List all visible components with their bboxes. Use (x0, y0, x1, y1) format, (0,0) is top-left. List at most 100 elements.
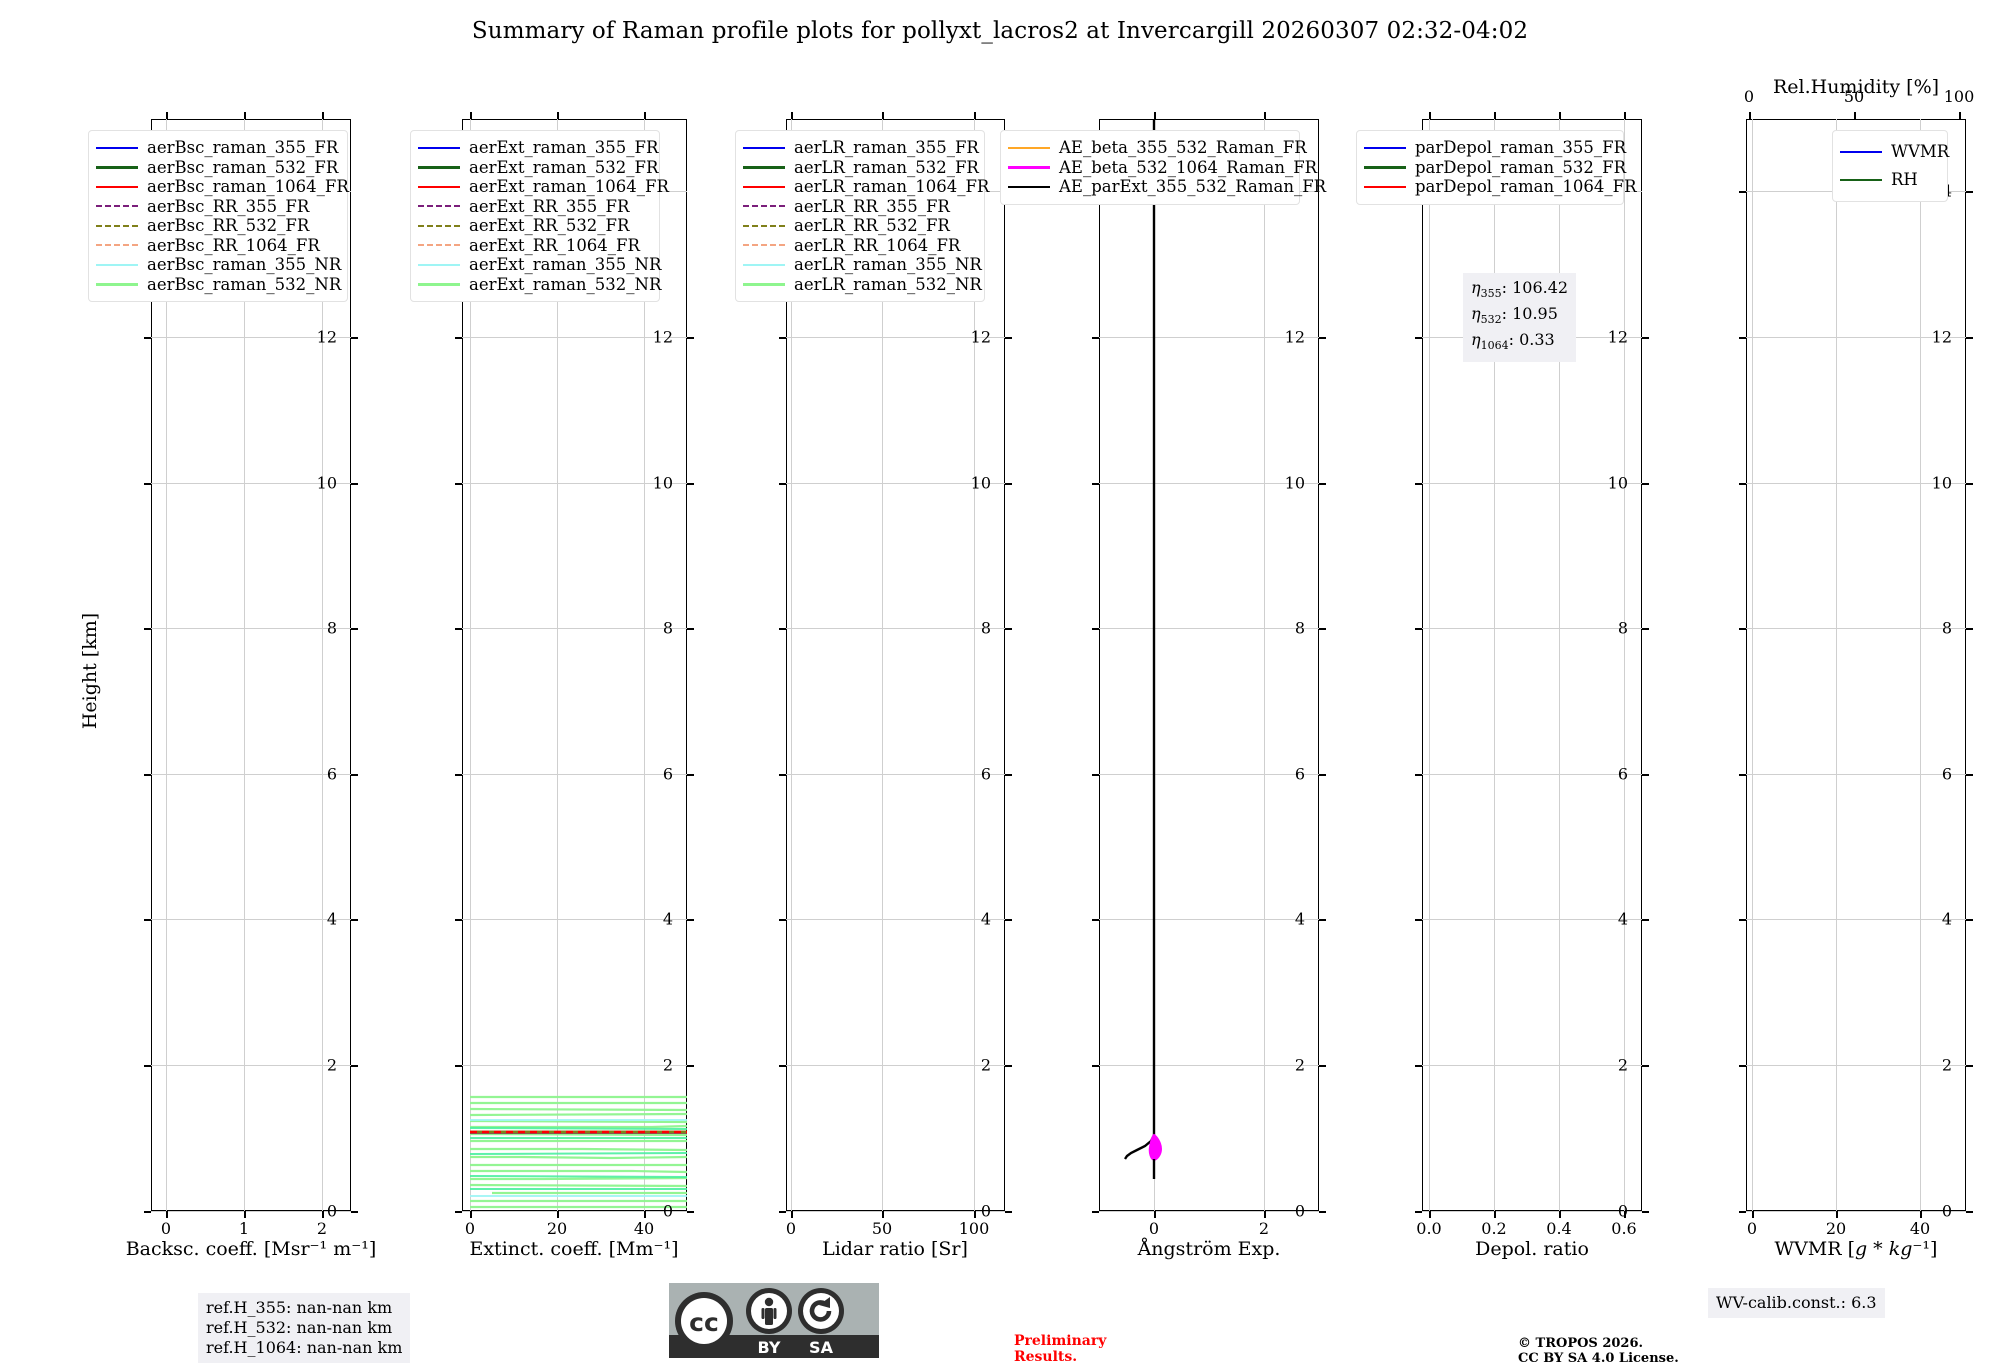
legend-backscatter[interactable]: aerBsc_raman_355_FR aerBsc_raman_532_FR … (88, 130, 349, 302)
legend-item[interactable]: aerLR_raman_532_NR (743, 275, 982, 295)
legend-item[interactable]: parDepol_raman_355_FR (1364, 138, 1626, 158)
x-tick-label: 20 (546, 1219, 568, 1238)
legend-item[interactable]: parDepol_raman_1064_FR (1364, 177, 1637, 197)
y-tick-label: 4 (1617, 909, 1628, 929)
axes-frame (1746, 119, 1966, 1211)
legend-item[interactable]: aerLR_RR_532_FR (743, 216, 975, 236)
legend-item[interactable]: WVMR (1840, 138, 1949, 166)
x-axis-label-angstrom: Ångström Exp. (1137, 1238, 1281, 1260)
y-tick-label: 4 (326, 909, 337, 929)
legend-item[interactable]: aerExt_RR_355_FR (418, 197, 650, 217)
legend-item[interactable]: aerBsc_raman_355_NR (96, 255, 341, 275)
y-tick (455, 337, 462, 339)
gridline (1746, 1211, 1966, 1212)
y-tick (455, 919, 462, 921)
legend-item[interactable]: aerBsc_raman_532_FR (96, 158, 338, 178)
x-tick (1559, 1211, 1561, 1218)
gridline (1422, 774, 1642, 775)
legend-item[interactable]: aerExt_RR_532_FR (418, 216, 650, 236)
legend-lidar-ratio[interactable]: aerLR_raman_355_FR aerLR_raman_532_FR ae… (735, 130, 989, 302)
y-tick (144, 1211, 151, 1213)
legend-item[interactable]: AE_parExt_355_532_Raman_FR (1008, 177, 1326, 197)
x-tick-top (470, 112, 472, 119)
legend-item[interactable]: aerBsc_RR_1064_FR (96, 236, 338, 256)
y-tick (1415, 628, 1422, 630)
legend-item[interactable]: aerLR_RR_1064_FR (743, 236, 975, 256)
gridline (1494, 119, 1495, 1211)
x-tick-label: 0 (464, 1219, 476, 1238)
eta-1064-row: η1064: 0.33 (1471, 330, 1555, 353)
y-tick (455, 628, 462, 630)
gridline (462, 1211, 687, 1212)
y-tick-label: 0 (1617, 1201, 1628, 1221)
legend-label: aerExt_raman_1064_FR (469, 177, 669, 196)
legend-wvmr[interactable]: WVMR RH (1832, 130, 1949, 202)
gridline (1746, 628, 1966, 629)
y-tick (1739, 1065, 1746, 1067)
legend-depolarization-ratio[interactable]: parDepol_raman_355_FR parDepol_raman_532… (1356, 130, 1637, 205)
legend-item[interactable]: aerLR_raman_355_NR (743, 255, 982, 275)
y-tick-right (1966, 483, 1973, 485)
y-tick (1739, 1211, 1746, 1213)
legend-angstrom-exponent[interactable]: AE_beta_355_532_Raman_FR AE_beta_532_106… (1000, 130, 1326, 205)
y-tick-label: 8 (662, 618, 673, 638)
y-tick-right (1005, 919, 1012, 921)
x-tick-top (244, 112, 246, 119)
legend-item[interactable]: aerBsc_raman_532_NR (96, 275, 341, 295)
legend-item[interactable]: aerExt_raman_532_NR (418, 275, 661, 295)
legend-label: aerLR_raman_355_FR (794, 138, 979, 157)
legend-item[interactable]: AE_beta_532_1064_Raman_FR (1008, 158, 1317, 178)
gridline (151, 774, 351, 775)
legend-label: WVMR (1891, 142, 1950, 162)
page-title: Summary of Raman profile plots for polly… (471, 18, 1529, 44)
gridline (1422, 483, 1642, 484)
preliminary-results-note: Preliminary Results. (1014, 1333, 1106, 1365)
legend-label: aerExt_RR_1064_FR (469, 235, 640, 255)
legend-label: aerLR_RR_532_FR (794, 216, 950, 235)
legend-item[interactable]: aerExt_raman_1064_FR (418, 177, 669, 197)
x-tick (322, 1211, 324, 1218)
gridline (786, 337, 1005, 338)
legend-item[interactable]: AE_beta_355_532_Raman_FR (1008, 138, 1307, 158)
legend-item[interactable]: parDepol_raman_532_FR (1364, 158, 1626, 178)
y-tick-right (687, 1211, 694, 1213)
legend-item[interactable]: aerExt_raman_532_FR (418, 158, 658, 178)
legend-item[interactable]: aerLR_RR_355_FR (743, 197, 975, 217)
gridline (462, 628, 687, 629)
y-tick-label: 8 (326, 618, 337, 638)
legend-item[interactable]: aerBsc_RR_532_FR (96, 216, 338, 236)
legend-item[interactable]: aerExt_raman_355_FR (418, 138, 658, 158)
gridline (462, 919, 687, 920)
legend-item[interactable]: aerBsc_raman_355_FR (96, 138, 338, 158)
legend-item[interactable]: aerBsc_RR_355_FR (96, 197, 338, 217)
legend-extinction[interactable]: aerExt_raman_355_FR aerExt_raman_532_FR … (410, 130, 669, 302)
extinction-data-curves (469, 1095, 687, 1209)
gridline (786, 1065, 1005, 1066)
legend-item[interactable]: RH (1840, 166, 1938, 194)
x-tick-top (791, 112, 793, 119)
x-tick (974, 1211, 976, 1218)
y-tick (455, 1211, 462, 1213)
legend-item[interactable]: aerBsc_raman_1064_FR (96, 177, 349, 197)
legend-item[interactable]: aerLR_raman_1064_FR (743, 177, 989, 197)
gridline (786, 1211, 1005, 1212)
x-tick-top (1154, 112, 1156, 119)
y-tick (1415, 1065, 1422, 1067)
rh-tick-label: 0 (1743, 87, 1755, 106)
gridline (1099, 1211, 1319, 1212)
gridline (151, 919, 351, 920)
legend-item[interactable]: aerLR_raman_532_FR (743, 158, 979, 178)
legend-item[interactable]: aerLR_raman_355_FR (743, 138, 979, 158)
gridline (1264, 119, 1265, 1211)
legend-label: aerBsc_raman_355_FR (147, 138, 339, 157)
eta-1064-value: 0.33 (1519, 330, 1555, 350)
legend-item[interactable]: aerExt_RR_1064_FR (418, 236, 650, 256)
y-tick-label: 8 (980, 618, 991, 638)
cc-by-sa-license-badge[interactable]: cc BY SA (669, 1283, 879, 1358)
legend-label: aerExt_raman_532_NR (469, 274, 662, 294)
y-tick-right (687, 337, 694, 339)
legend-item[interactable]: aerExt_raman_355_NR (418, 255, 661, 275)
y-tick-label: 2 (1941, 1055, 1952, 1075)
gridline (1429, 119, 1430, 1211)
y-tick-right (1005, 1065, 1012, 1067)
